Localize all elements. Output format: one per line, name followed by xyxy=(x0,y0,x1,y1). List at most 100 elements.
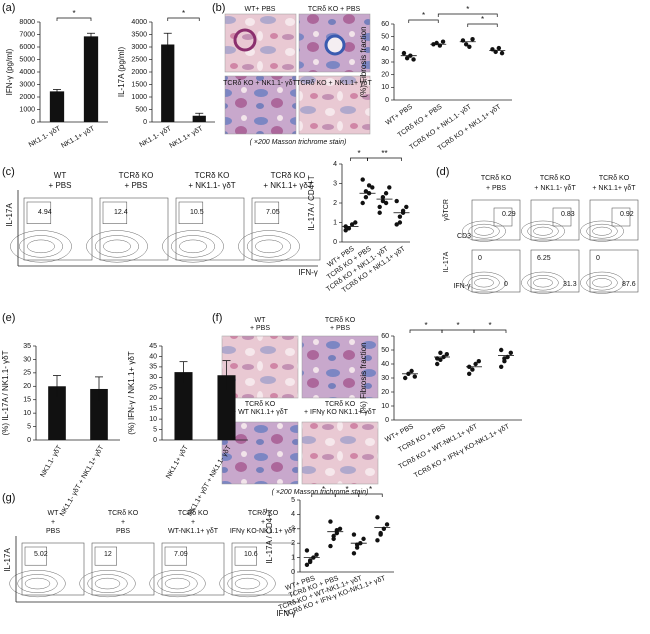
bar xyxy=(192,115,206,122)
y-tick-label: 10 xyxy=(149,416,157,423)
group-label: TCRδ KO xyxy=(195,171,230,180)
histology-b xyxy=(224,13,371,135)
contour xyxy=(219,569,276,598)
gate-value: 0.83 xyxy=(561,211,575,218)
contour xyxy=(234,577,261,590)
flow-plot xyxy=(251,197,321,261)
y-tick-label: 1500 xyxy=(131,81,147,88)
y-tick-label: 10 xyxy=(381,403,389,410)
tile-label: + PBS xyxy=(250,325,270,332)
gate-value: 12.4 xyxy=(114,209,128,216)
point xyxy=(331,533,336,539)
tile-label: TCRδ KO + NK1.1- γδT xyxy=(223,80,297,87)
flow-y-label: IL-17A xyxy=(3,548,12,572)
contour xyxy=(586,275,618,291)
y-tick-label: 0 xyxy=(143,119,147,126)
point xyxy=(496,45,502,51)
flow-plot xyxy=(530,249,580,293)
y-tick-label: 2 xyxy=(333,200,337,207)
point xyxy=(349,222,355,227)
group-label: IFNγ KO-NK1.1+ γδT xyxy=(230,528,297,535)
group-label: WT-NK1.1+ γδT xyxy=(168,528,219,535)
group-label: + PBS xyxy=(49,181,72,190)
flow-plot xyxy=(471,249,521,293)
significance: * xyxy=(357,149,360,158)
gate-value: 0 xyxy=(478,255,482,262)
group-label: TCRδ KO xyxy=(248,510,279,517)
contour xyxy=(527,223,559,239)
significance-bracket xyxy=(467,23,498,27)
significance: * xyxy=(322,485,325,494)
y-tick-label: 3 xyxy=(291,526,295,533)
tile-label: + IFNγ KO NK1.1+ γδT xyxy=(304,409,377,416)
gate xyxy=(178,201,204,224)
group-label: TCRδ KO xyxy=(119,171,154,180)
contour xyxy=(521,271,565,294)
y-tick-label: 8000 xyxy=(19,19,35,26)
y-tick-label: 45 xyxy=(149,343,157,350)
group-label: + xyxy=(191,519,195,526)
flow-plot xyxy=(23,197,93,261)
y-tick-label: 0 xyxy=(153,437,157,444)
y-tick-label: 50 xyxy=(381,347,389,354)
panel-label: (b) xyxy=(212,2,225,14)
group-label: TCRδ KO xyxy=(481,175,512,182)
point xyxy=(383,200,389,206)
y-tick-label: 20 xyxy=(381,72,389,79)
significance: * xyxy=(345,485,348,494)
y-tick-label: 4 xyxy=(291,511,295,518)
y-tick-label: 40 xyxy=(381,46,389,53)
group-label: + xyxy=(121,519,125,526)
contour xyxy=(27,239,55,254)
point xyxy=(467,371,472,376)
y-tick-label: 30 xyxy=(23,356,31,363)
tile-label: TCRδ KO xyxy=(325,317,356,324)
group-label: PBS xyxy=(116,528,130,535)
contour xyxy=(164,577,191,590)
gate xyxy=(164,546,187,566)
point xyxy=(435,361,440,367)
point xyxy=(444,352,449,357)
y-tick-label: 50 xyxy=(381,34,389,41)
point xyxy=(502,356,507,361)
point xyxy=(470,367,475,372)
point xyxy=(328,519,333,524)
flow-x-label: CD3 xyxy=(457,233,471,240)
panel-label: (a) xyxy=(2,2,15,14)
point xyxy=(360,177,365,182)
y-tick-label: 30 xyxy=(381,59,389,66)
significance-bracket xyxy=(358,493,383,497)
group-label: TCRδ KO xyxy=(599,175,630,182)
point xyxy=(363,194,369,200)
y-axis-label: IL-17A / CD4+T xyxy=(265,508,274,563)
point xyxy=(346,226,352,231)
point xyxy=(328,543,333,549)
y-tick-label: 10 xyxy=(381,84,389,91)
x-tick-label: NK1.1- γδT xyxy=(28,125,63,149)
gate-value: 0.29 xyxy=(502,211,516,218)
bar xyxy=(48,386,66,440)
point xyxy=(438,350,443,355)
y-tick-label: 60 xyxy=(381,21,389,28)
significance: ** xyxy=(381,149,387,158)
group-label: TCRδ KO xyxy=(178,510,209,517)
flow-plot xyxy=(21,542,85,596)
point xyxy=(412,374,417,379)
contour xyxy=(170,235,216,258)
y-tick-label: 60 xyxy=(381,333,389,340)
caption: ( ×200 Masson trichrome stain) xyxy=(272,489,369,496)
panel-label: (g) xyxy=(2,492,15,504)
y-tick-label: 1 xyxy=(291,554,295,561)
gate xyxy=(611,207,631,227)
flow-y-label: IL-17A xyxy=(443,251,450,272)
point xyxy=(473,361,478,367)
gate-value: 87.6 xyxy=(622,281,636,288)
gate xyxy=(234,546,257,566)
contour xyxy=(87,574,128,593)
significance: * xyxy=(182,9,185,18)
y-tick-label: 30 xyxy=(381,375,389,382)
gate xyxy=(254,201,280,224)
y-tick-label: 2 xyxy=(291,540,295,547)
y-tick-label: 35 xyxy=(149,364,157,371)
